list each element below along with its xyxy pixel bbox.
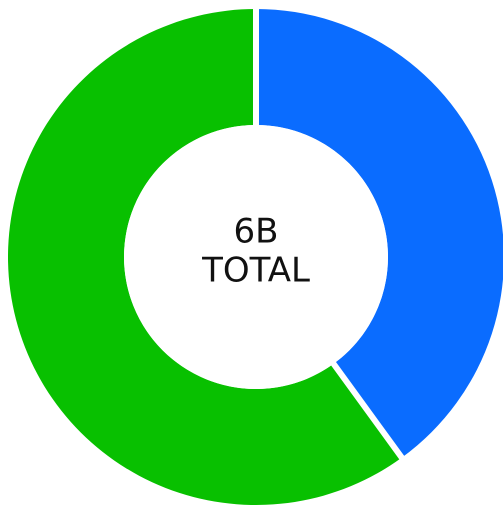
donut-slice-2 <box>7 9 402 505</box>
center-total-caption: TOTAL <box>201 251 310 291</box>
donut-slices <box>7 8 503 505</box>
center-total-value: 6B <box>234 212 279 252</box>
slice-separator-2 <box>330 361 405 461</box>
donut-slice-1 <box>256 9 503 458</box>
donut-center-hole <box>124 125 388 389</box>
